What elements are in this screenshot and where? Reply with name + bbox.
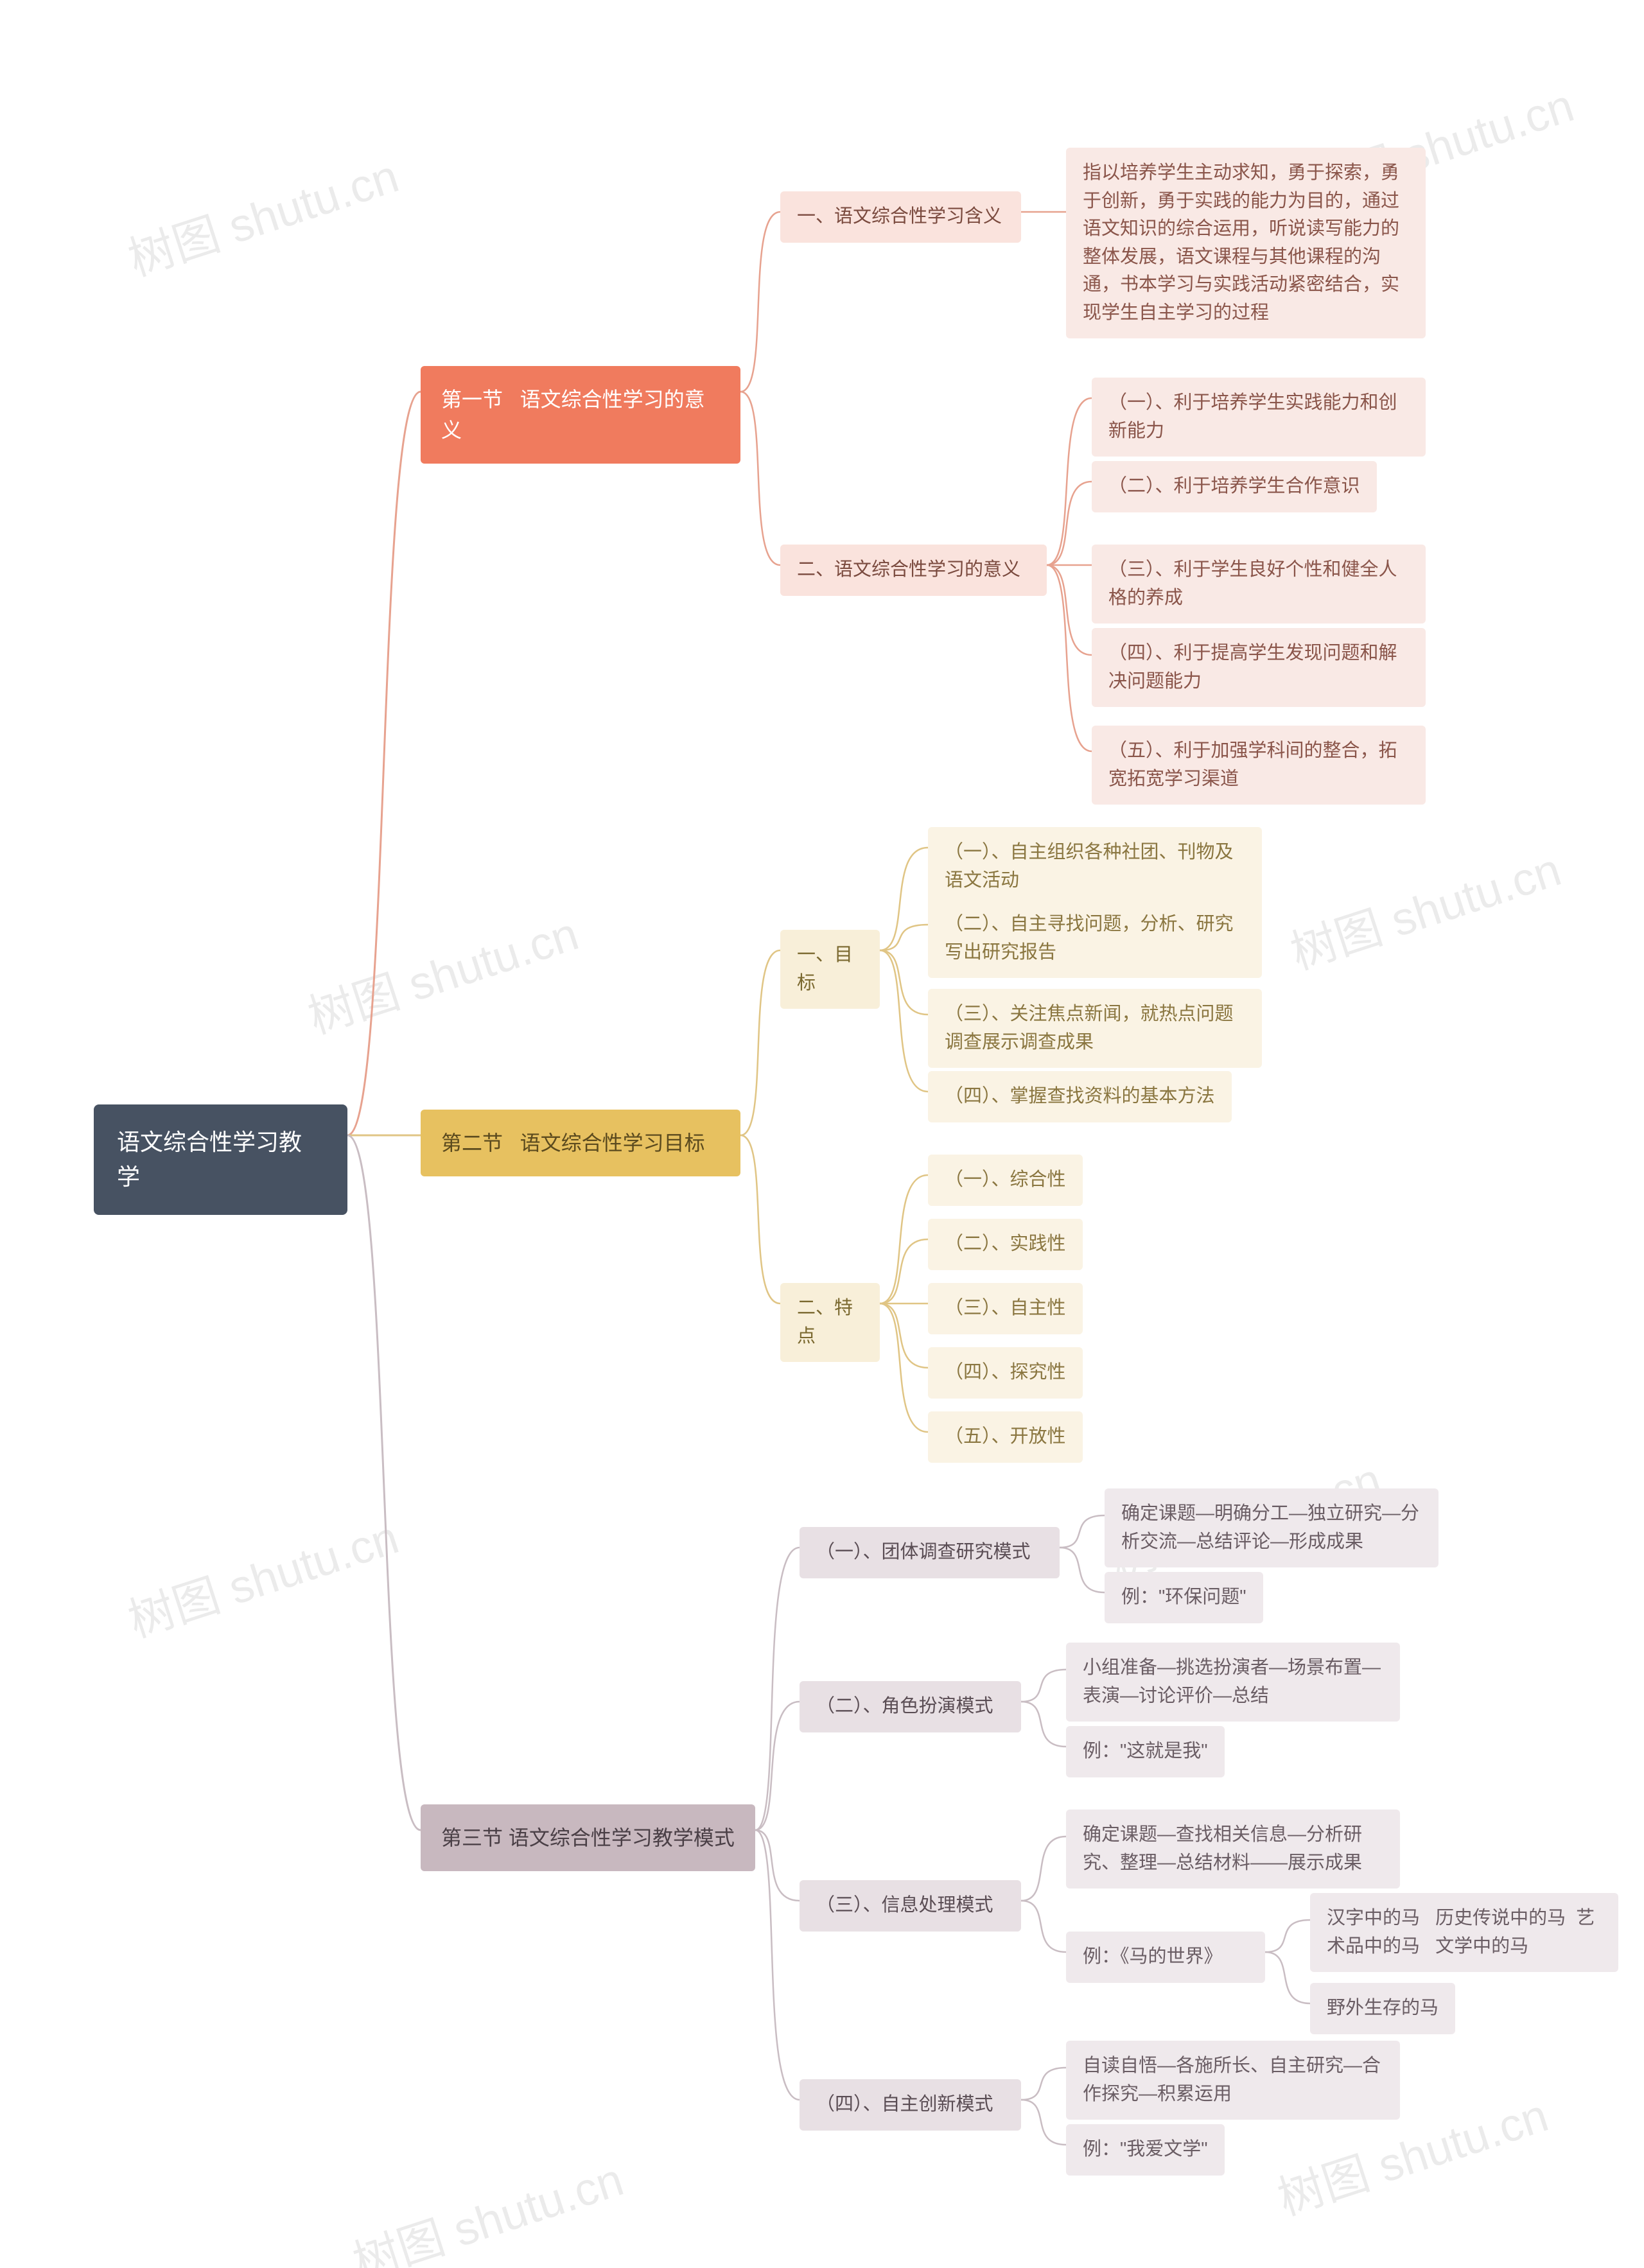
s2-traits-c3: （三）、自主性 xyxy=(928,1283,1083,1334)
s2-goals[interactable]: 一、目标 xyxy=(780,930,880,1009)
s2-goals-c1: （一）、自主组织各种社团、刊物及语文活动 xyxy=(928,827,1262,906)
s2-traits[interactable]: 二、特点 xyxy=(780,1283,880,1362)
s2-traits-c1: （一）、综合性 xyxy=(928,1155,1083,1206)
section-2[interactable]: 第二节 语文综合性学习目标 xyxy=(421,1110,740,1176)
s3-m4-b: 例："我爱文学" xyxy=(1066,2124,1225,2176)
s1-n2[interactable]: 二、语文综合性学习的意义 xyxy=(780,545,1047,596)
s3-m2[interactable]: （二）、角色扮演模式 xyxy=(800,1681,1021,1732)
s3-m2-a: 小组准备—挑选扮演者—场景布置—表演—讨论评价—总结 xyxy=(1066,1643,1400,1722)
s3-m3-ex: 例：《马的世界》 xyxy=(1066,1932,1265,1983)
s3-m1-b: 例："环保问题" xyxy=(1105,1572,1263,1623)
s3-m4[interactable]: （四）、自主创新模式 xyxy=(800,2079,1021,2131)
s3-m3-ex-b: 野外生存的马 xyxy=(1310,1983,1455,2034)
s1-n2-c1: （一）、利于培养学生实践能力和创新能力 xyxy=(1092,378,1426,457)
root-node[interactable]: 语文综合性学习教学 xyxy=(94,1104,347,1215)
section-3[interactable]: 第三节 语文综合性学习教学模式 xyxy=(421,1804,755,1871)
s2-traits-c5: （五）、开放性 xyxy=(928,1411,1083,1463)
s3-m3-ex-a: 汉字中的马 历史传说中的马 艺术品中的马 文学中的马 xyxy=(1310,1893,1618,1972)
s2-goals-c4: （四）、掌握查找资料的基本方法 xyxy=(928,1071,1232,1122)
s2-goals-c2: （二）、自主寻找问题，分析、研究写出研究报告 xyxy=(928,899,1262,978)
s1-n1-leaf: 指以培养学生主动求知，勇于探索，勇于创新，勇于实践的能力为目的，通过语文知识的综… xyxy=(1066,148,1426,338)
s3-m3[interactable]: （三）、信息处理模式 xyxy=(800,1880,1021,1932)
s3-m1-a: 确定课题—明确分工—独立研究—分析交流—总结评论—形成成果 xyxy=(1105,1488,1438,1567)
s2-goals-c3: （三）、关注焦点新闻，就热点问题调查展示调查成果 xyxy=(928,989,1262,1068)
s2-traits-c4: （四）、探究性 xyxy=(928,1347,1083,1399)
s2-traits-c2: （二）、实践性 xyxy=(928,1219,1083,1270)
mindmap-canvas: 树图 shutu.cn 树图 shutu.cn 树图 shutu.cn 树图 s… xyxy=(0,0,1644,2268)
s3-m4-a: 自读自悟—各施所长、自主研究—合作探究—积累运用 xyxy=(1066,2041,1400,2120)
s3-m3-a: 确定课题—查找相关信息—分析研究、整理—总结材料——展示成果 xyxy=(1066,1810,1400,1889)
s1-n2-c2: （二）、利于培养学生合作意识 xyxy=(1092,461,1377,512)
s1-n1[interactable]: 一、语文综合性学习含义 xyxy=(780,191,1021,243)
section-1[interactable]: 第一节 语文综合性学习的意义 xyxy=(421,366,740,464)
s3-m1[interactable]: （一）、团体调查研究模式 xyxy=(800,1527,1060,1578)
s1-n2-c3: （三）、利于学生良好个性和健全人格的养成 xyxy=(1092,545,1426,624)
s1-n2-c4: （四）、利于提高学生发现问题和解决问题能力 xyxy=(1092,628,1426,707)
s3-m2-b: 例："这就是我" xyxy=(1066,1726,1225,1777)
s1-n2-c5: （五）、利于加强学科间的整合，拓宽拓宽学习渠道 xyxy=(1092,726,1426,805)
